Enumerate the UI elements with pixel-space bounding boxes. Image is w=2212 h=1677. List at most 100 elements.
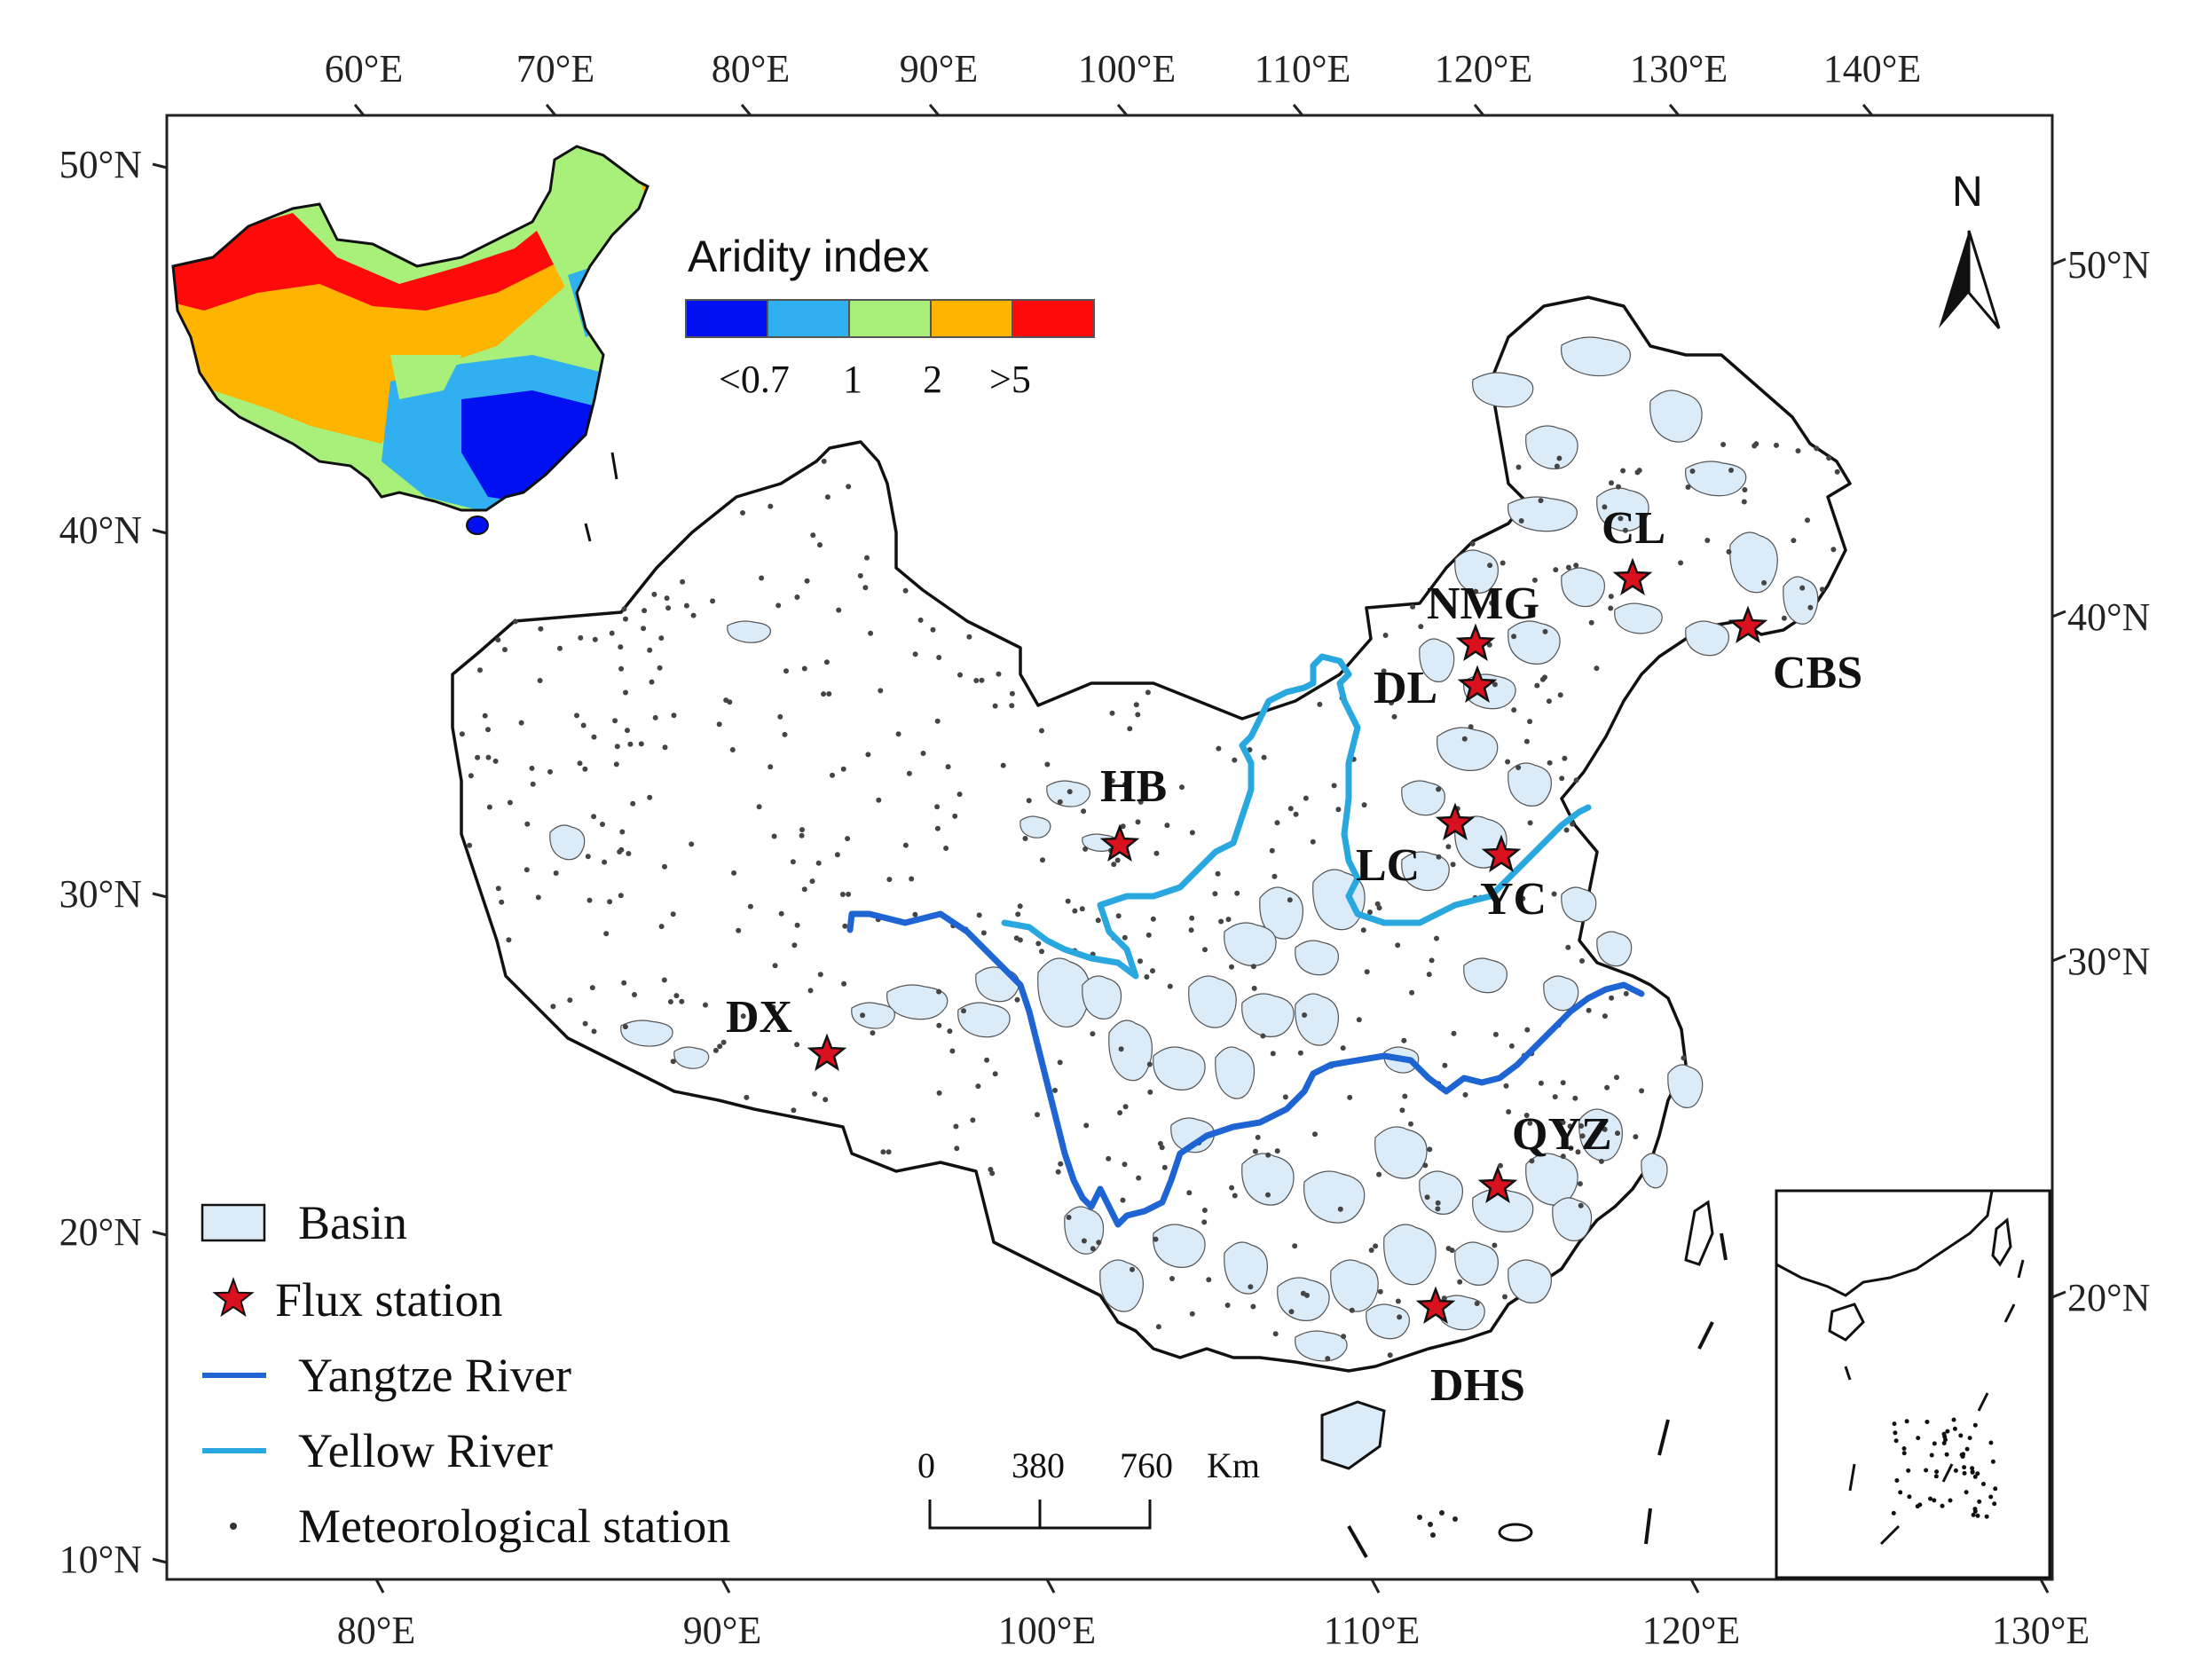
scs-island-dot	[1970, 1469, 1975, 1475]
met-station-dot	[1742, 487, 1748, 492]
met-station-dot	[886, 877, 893, 883]
met-station-dot	[1356, 1017, 1362, 1023]
met-station-dot	[1376, 905, 1382, 911]
scs-island-dot	[1971, 1512, 1976, 1517]
left-lat-label: 20°N	[59, 1210, 142, 1254]
met-station-dot	[1523, 1113, 1530, 1118]
met-station-dot	[842, 923, 848, 929]
scs-island-dot	[1915, 1504, 1920, 1509]
scs-island-dot	[1924, 1468, 1929, 1473]
met-station-dot	[591, 734, 597, 740]
met-station-dot	[1502, 1294, 1507, 1300]
met-station-dot	[1830, 547, 1837, 553]
scs-island-dot	[1977, 1499, 1982, 1504]
legend-met-dot	[230, 1523, 237, 1530]
north-label: N	[1952, 169, 1983, 216]
right-tick-mark	[2051, 257, 2066, 266]
met-station-dot	[1435, 1200, 1441, 1206]
scs-island-dot	[1964, 1446, 1970, 1452]
met-station-dot	[671, 713, 677, 719]
scs-island-dot	[1907, 1494, 1912, 1500]
met-station-dot	[1310, 838, 1316, 845]
met-station-dot	[647, 794, 653, 800]
met-station-dot	[592, 636, 598, 642]
met-station-dot	[845, 836, 851, 842]
met-station-dot	[641, 626, 647, 632]
met-station-dot	[1179, 784, 1185, 791]
met-station-dot	[1436, 854, 1442, 860]
legend-met-label: Meteorological station	[298, 1500, 730, 1553]
met-station-dot	[934, 825, 941, 831]
scs-island-dot	[1984, 1514, 1989, 1519]
met-station-dot	[586, 897, 593, 903]
met-station-dot	[1387, 1352, 1393, 1358]
met-station-dot	[1106, 1155, 1112, 1161]
met-station-dot	[1634, 469, 1641, 476]
aridity-label-1: 1	[843, 358, 862, 401]
site-label-dhs: DHS	[1430, 1360, 1525, 1411]
basin-polygon	[1224, 922, 1277, 966]
meteorological-station-layer	[459, 441, 1840, 1362]
met-station-dot	[1397, 1314, 1403, 1320]
met-station-dot	[1293, 811, 1299, 817]
site-label-cbs: CBS	[1773, 648, 1862, 698]
met-station-dot	[614, 744, 620, 750]
scs-island-dot	[1891, 1510, 1896, 1516]
basin-polygon	[957, 1002, 1011, 1038]
met-station-dot	[1568, 1146, 1574, 1151]
met-station-dot	[535, 894, 541, 901]
met-station-dot	[1083, 1122, 1090, 1129]
met-station-dot	[770, 1004, 776, 1011]
met-station-dot	[1090, 1246, 1096, 1252]
met-station-dot	[1013, 935, 1019, 941]
met-station-dot	[1065, 898, 1071, 904]
basin-polygon	[1525, 1153, 1578, 1206]
met-station-dot	[670, 911, 676, 917]
taiwan-island	[1684, 1200, 1714, 1266]
met-station-dot	[988, 1167, 994, 1172]
scale-label-0: 0	[917, 1445, 935, 1485]
legend-flux-star-icon	[212, 1277, 255, 1318]
scale-label-2: 760	[1120, 1445, 1173, 1485]
aridity-swatch	[767, 299, 850, 338]
met-station-dot	[1429, 957, 1435, 964]
met-station-dot	[477, 667, 483, 673]
met-station-dot	[1144, 974, 1150, 980]
met-station-dot	[1081, 1238, 1087, 1244]
met-station-dot	[680, 579, 686, 585]
met-station-dot	[649, 679, 655, 685]
met-station-dot	[947, 1028, 953, 1035]
met-station-dot	[1518, 518, 1524, 524]
met-station-dot	[1274, 820, 1280, 826]
met-station-dot	[1349, 1307, 1355, 1313]
basin-polygon	[1463, 957, 1507, 994]
met-station-dot	[664, 595, 670, 602]
met-station-dot	[1395, 1298, 1401, 1304]
met-station-dot	[1807, 604, 1814, 610]
met-station-dot	[821, 691, 827, 697]
met-station-dot	[1000, 762, 1006, 768]
met-station-dot	[876, 797, 882, 803]
met-station-dot	[717, 1043, 723, 1050]
scs-island-dot	[1953, 1468, 1958, 1473]
met-station-dot	[1457, 1279, 1463, 1285]
site-label-yc: YC	[1480, 874, 1547, 925]
basin-polygon	[1507, 496, 1578, 532]
met-station-dot	[1559, 776, 1565, 782]
met-station-dot	[1135, 712, 1141, 718]
met-station-dot	[1681, 1055, 1687, 1061]
met-station-dot	[1147, 1089, 1153, 1095]
met-station-dot	[1552, 1094, 1558, 1100]
met-station-dot	[1547, 760, 1553, 766]
met-station-dot	[600, 822, 605, 827]
sea-island-ring	[1498, 1523, 1533, 1542]
met-station-dot	[1255, 1134, 1261, 1140]
met-station-dot	[804, 578, 810, 584]
met-station-dot	[1189, 830, 1195, 836]
met-station-dot	[1269, 847, 1275, 854]
met-station-dot	[783, 668, 789, 674]
right-lat-label: 40°N	[2067, 595, 2150, 639]
met-station-dot	[1434, 935, 1439, 941]
met-station-dot	[1155, 1324, 1161, 1330]
bottom-tick-mark	[1370, 1579, 1381, 1594]
